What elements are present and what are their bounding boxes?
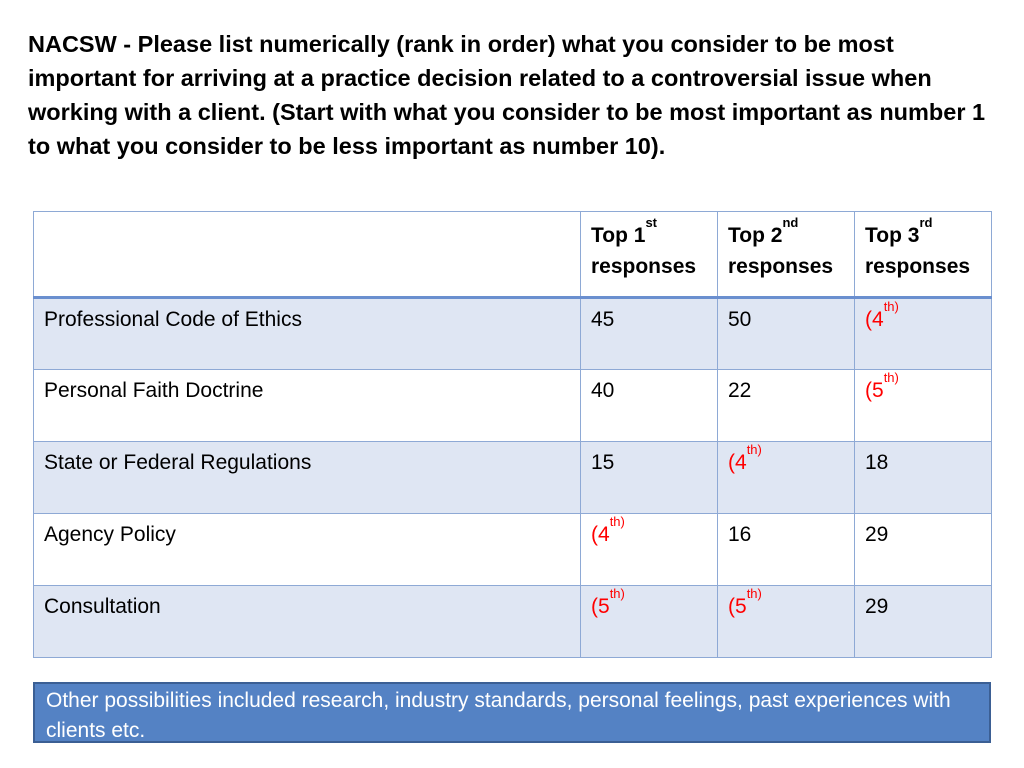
row-label: Personal Faith Doctrine <box>33 369 581 442</box>
table-header-row: Top 1st responses Top 2nd responses Top 3r… <box>33 211 992 299</box>
cell-value: (4 <box>728 451 747 474</box>
cell-value-sup: th) <box>883 299 899 314</box>
cell-top-2nd: 22 <box>717 369 855 442</box>
cell-value: 16 <box>728 523 752 546</box>
cell-value-sup: th) <box>609 586 625 601</box>
cell-value: 50 <box>728 308 752 331</box>
cell-top-1st: 45 <box>580 297 718 370</box>
cell-value: 22 <box>728 379 752 402</box>
table-row: State or Federal Regulations 15 (4th) 18 <box>33 441 992 514</box>
cell-value-sup: th) <box>609 514 625 529</box>
table-row: Consultation (5th) (5th) 29 <box>33 585 992 658</box>
cell-value: (5 <box>865 379 884 402</box>
cell-value: 45 <box>591 308 615 331</box>
cell-top-1st: (4th) <box>580 513 718 586</box>
cell-top-1st: 15 <box>580 441 718 514</box>
note-box: Other possibilities included research, i… <box>33 682 991 743</box>
table-row: Personal Faith Doctrine 40 22 (5th) <box>33 369 992 442</box>
cell-value: 29 <box>865 523 889 546</box>
cell-top-3rd: (5th) <box>854 369 992 442</box>
cell-value-sup: th) <box>746 586 762 601</box>
slide-heading: NACSW - Please list numerically (rank in… <box>28 31 986 159</box>
row-label: Consultation <box>33 585 581 658</box>
header-top-1st: Top 1st responses <box>580 211 718 299</box>
row-label: State or Federal Regulations <box>33 441 581 514</box>
header-top-3rd: Top 3rd responses <box>854 211 992 299</box>
header-top-2nd-sup: nd <box>782 215 799 230</box>
results-table: Top 1st responses Top 2nd responses Top 3r… <box>33 211 992 658</box>
cell-top-3rd: 29 <box>854 513 992 586</box>
cell-value: (4 <box>865 308 884 331</box>
header-top-3rd-sup: rd <box>919 215 933 230</box>
row-label: Professional Code of Ethics <box>33 297 581 370</box>
cell-value: (5 <box>591 595 610 618</box>
cell-top-3rd: (4th) <box>854 297 992 370</box>
cell-value: 15 <box>591 451 615 474</box>
cell-value-sup: th) <box>883 370 899 385</box>
header-top-2nd-main: Top 2 <box>728 224 783 247</box>
cell-value: (5 <box>728 595 747 618</box>
results-table-container: Top 1st responses Top 2nd responses Top 3r… <box>33 211 992 658</box>
cell-value-sup: th) <box>746 442 762 457</box>
cell-top-1st: 40 <box>580 369 718 442</box>
cell-top-1st: (5th) <box>580 585 718 658</box>
table-row: Agency Policy (4th) 16 29 <box>33 513 992 586</box>
header-empty-cell <box>33 211 581 299</box>
header-top-3rd-sub: responses <box>865 255 971 278</box>
table-row: Professional Code of Ethics 45 50 (4th) <box>33 297 992 370</box>
cell-top-3rd: 18 <box>854 441 992 514</box>
header-top-2nd: Top 2nd responses <box>717 211 855 299</box>
header-top-1st-main: Top 1 <box>591 224 646 247</box>
header-top-1st-sup: st <box>645 215 658 230</box>
cell-top-2nd: (5th) <box>717 585 855 658</box>
row-label: Agency Policy <box>33 513 581 586</box>
header-top-3rd-main: Top 3 <box>865 224 920 247</box>
cell-value: 40 <box>591 379 615 402</box>
cell-value: 29 <box>865 595 889 618</box>
note-text: Other possibilities included research, i… <box>46 689 951 742</box>
cell-top-2nd: 50 <box>717 297 855 370</box>
header-top-2nd-sub: responses <box>728 255 834 278</box>
cell-top-2nd: (4th) <box>717 441 855 514</box>
cell-top-3rd: 29 <box>854 585 992 658</box>
cell-top-2nd: 16 <box>717 513 855 586</box>
cell-value: (4 <box>591 523 610 546</box>
header-top-1st-sub: responses <box>591 255 697 278</box>
cell-value: 18 <box>865 451 889 474</box>
